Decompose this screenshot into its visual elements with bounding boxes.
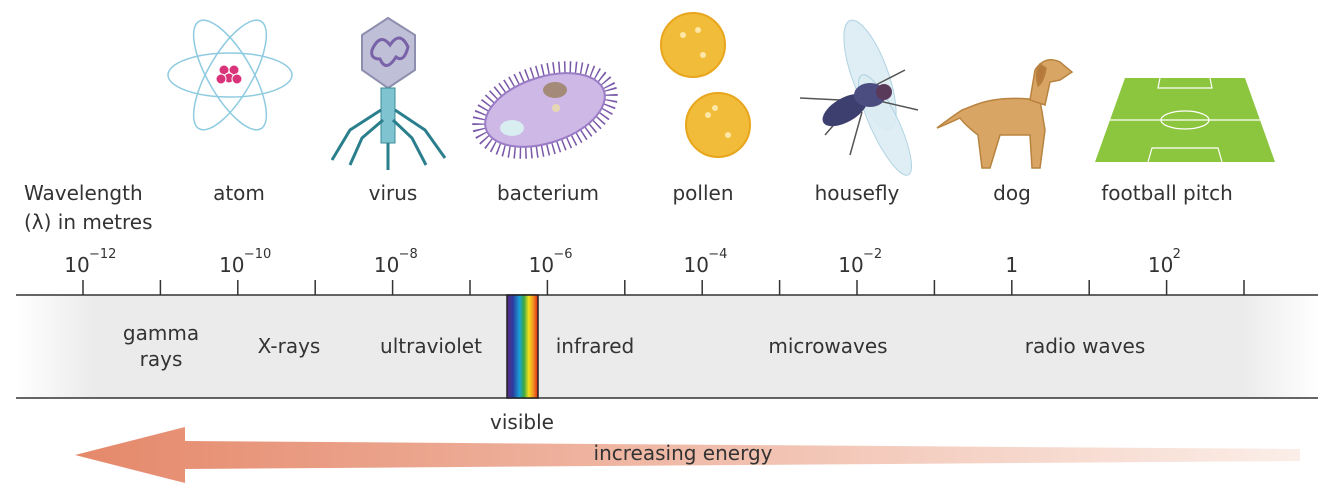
object-label: dog	[993, 181, 1031, 205]
tick-base: 10	[1148, 253, 1173, 277]
tick-exponent: −12	[89, 247, 116, 262]
band-label: rays	[140, 347, 183, 371]
tick-label: 10 −2	[838, 247, 882, 277]
object-label: pollen	[672, 181, 733, 205]
tick-exponent: −4	[708, 247, 727, 262]
tick-label: 10 −12	[64, 247, 116, 277]
spectrum-band	[16, 295, 1320, 398]
axis-label: (λ) in metres	[24, 210, 153, 234]
visible-band	[506, 294, 539, 399]
tick-base: 10	[683, 253, 708, 277]
tick-base: 10	[219, 253, 244, 277]
energy-arrow	[75, 427, 1300, 483]
tick-label: 1	[1005, 253, 1018, 277]
tick-exponent: −8	[399, 247, 418, 262]
arrow-label: increasing energy	[594, 441, 773, 465]
band-label: microwaves	[768, 334, 887, 358]
object-label: virus	[369, 181, 418, 205]
tick-base: 10	[64, 253, 89, 277]
tick-label: 10 −6	[529, 247, 573, 277]
tick-exponent: −2	[863, 247, 882, 262]
tick-label: 10 −10	[219, 247, 271, 277]
atom-icon	[167, 19, 293, 131]
tick-exponent: 2	[1173, 247, 1181, 262]
object-label: bacterium	[497, 181, 599, 205]
band-label: radio waves	[1025, 334, 1146, 358]
band-label: infrared	[556, 334, 635, 358]
tick-base: 10	[529, 253, 554, 277]
visible-label: visible	[490, 410, 554, 434]
band-label: X-rays	[258, 334, 321, 358]
axis-label: Wavelength	[24, 181, 143, 205]
object-label: football pitch	[1101, 181, 1233, 205]
tick-exponent: −6	[553, 247, 572, 262]
band-label: gamma	[123, 321, 199, 345]
tick-base: 1	[1005, 253, 1018, 277]
tick-label: 10 −8	[374, 247, 418, 277]
band-label: ultraviolet	[380, 334, 482, 358]
housefly-icon	[799, 19, 919, 176]
football-pitch-icon	[1095, 77, 1275, 163]
tick-base: 10	[374, 253, 399, 277]
object-label: housefly	[815, 181, 900, 205]
tick-exponent: −10	[244, 247, 271, 262]
tick-label: 10 2	[1148, 247, 1181, 277]
tick-label: 10 −4	[683, 247, 727, 277]
object-label: atom	[213, 181, 265, 205]
dog-icon	[936, 59, 1074, 169]
virus-icon	[330, 16, 447, 170]
pollen-icon	[660, 12, 751, 158]
tick-base: 10	[838, 253, 863, 277]
bacterium-icon	[472, 61, 618, 159]
